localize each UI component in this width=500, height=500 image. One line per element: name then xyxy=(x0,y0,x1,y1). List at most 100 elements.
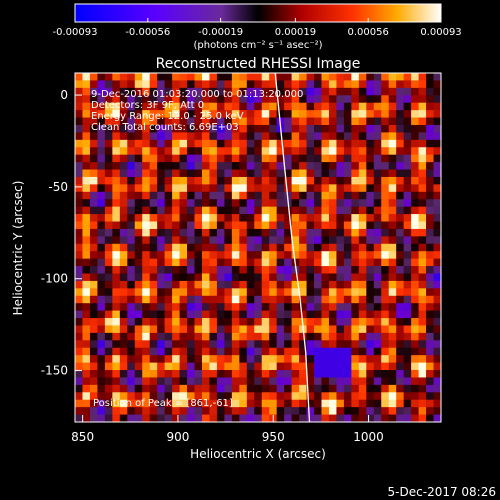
heatmap-cell xyxy=(336,169,345,178)
heatmap-cell xyxy=(179,318,188,327)
heatmap-cell xyxy=(164,162,173,171)
heatmap-cell xyxy=(231,392,240,401)
heatmap-cell xyxy=(284,221,293,230)
annotation-detectors: Detectors: 3F 9F, Att 0 xyxy=(91,100,204,111)
heatmap-cell xyxy=(411,147,420,156)
heatmap-cell xyxy=(246,310,255,319)
heatmap-cell xyxy=(104,295,113,304)
heatmap-cell xyxy=(261,318,270,327)
heatmap-cell xyxy=(306,288,315,297)
heatmap-cell xyxy=(239,310,248,319)
heatmap-cell xyxy=(112,392,121,401)
heatmap-cell xyxy=(381,176,390,185)
heatmap-cell xyxy=(366,117,375,126)
heatmap-cell xyxy=(426,414,435,422)
heatmap-cell xyxy=(284,370,293,379)
heatmap-cell xyxy=(411,355,420,364)
heatmap-cell xyxy=(201,191,211,200)
heatmap-cell xyxy=(411,117,420,126)
heatmap-cell xyxy=(246,243,255,252)
heatmap-cell xyxy=(426,206,435,215)
heatmap-cell xyxy=(291,139,300,148)
heatmap-cell xyxy=(104,362,113,371)
heatmap-cell xyxy=(157,399,166,408)
heatmap-cell xyxy=(306,139,315,148)
heatmap-cell xyxy=(433,362,441,371)
heatmap-cell xyxy=(418,295,427,304)
heatmap-cell xyxy=(306,206,315,215)
heatmap-cell xyxy=(418,80,427,89)
heatmap-cell xyxy=(291,377,300,386)
heatmap-cell xyxy=(358,251,367,260)
heatmap-cell xyxy=(373,147,382,156)
heatmap-cell xyxy=(187,147,196,156)
heatmap-cell xyxy=(261,414,270,422)
heatmap-cell xyxy=(328,266,338,275)
heatmap-cell xyxy=(179,117,188,126)
heatmap-cell xyxy=(269,236,278,245)
heatmap-cell xyxy=(104,370,113,379)
heatmap-cell xyxy=(343,199,352,208)
heatmap-cell xyxy=(172,273,181,282)
heatmap-cell xyxy=(194,154,203,163)
heatmap-cell xyxy=(209,102,218,111)
heatmap-cell xyxy=(433,102,441,111)
heatmap-cell xyxy=(269,102,278,111)
heatmap-cell xyxy=(306,266,315,275)
heatmap-cell xyxy=(284,95,293,104)
heatmap-cell xyxy=(201,399,211,408)
heatmap-cell xyxy=(351,87,360,96)
heatmap-cell xyxy=(172,243,181,252)
heatmap-cell xyxy=(201,295,211,304)
heatmap-cell xyxy=(388,384,397,393)
heatmap-cell xyxy=(104,347,113,356)
heatmap-cell xyxy=(142,102,151,111)
heatmap-cell xyxy=(388,340,397,349)
heatmap-cell xyxy=(343,288,352,297)
heatmap-cell xyxy=(418,102,427,111)
heatmap-cell xyxy=(261,199,270,208)
heatmap-cell xyxy=(284,280,293,289)
y-axis-ticks: 0-50-100-150 xyxy=(41,88,82,378)
heatmap-cell xyxy=(179,162,188,171)
heatmap-cell xyxy=(396,266,405,275)
heatmap-cell xyxy=(306,310,315,319)
heatmap-cell xyxy=(224,407,233,416)
heatmap-cell xyxy=(201,110,211,119)
heatmap-cell xyxy=(418,362,427,371)
heatmap-cell xyxy=(127,251,136,260)
heatmap-cell xyxy=(134,124,143,134)
heatmap-cell xyxy=(187,80,196,89)
heatmap-cell xyxy=(216,199,225,208)
heatmap-cell xyxy=(261,251,270,260)
heatmap-cell xyxy=(239,407,248,416)
heatmap-cell xyxy=(269,370,278,379)
heatmap-cell xyxy=(343,154,352,163)
heatmap-cell xyxy=(343,384,352,393)
heatmap-cell xyxy=(104,332,113,341)
heatmap-cell xyxy=(373,355,382,364)
heatmap-cell xyxy=(373,318,382,327)
heatmap-cell xyxy=(231,73,240,82)
heatmap-cell xyxy=(89,214,99,223)
heatmap-cell xyxy=(75,310,84,319)
heatmap-cell xyxy=(97,132,106,141)
heatmap-cell xyxy=(142,266,151,275)
heatmap-cell xyxy=(358,117,367,126)
heatmap-cell xyxy=(351,124,360,134)
heatmap-cell xyxy=(179,258,188,267)
heatmap-cell xyxy=(299,310,308,319)
heatmap-cell xyxy=(261,110,270,119)
heatmap-cell xyxy=(396,340,405,349)
heatmap-cell xyxy=(246,384,255,393)
heatmap-cell xyxy=(373,206,382,215)
heatmap-cell xyxy=(276,214,285,223)
heatmap-cell xyxy=(112,288,121,297)
heatmap-cell xyxy=(343,325,352,334)
heatmap-cell xyxy=(82,117,91,126)
heatmap-cell xyxy=(172,384,181,393)
heatmap-cell xyxy=(284,228,293,237)
heatmap-cell xyxy=(276,318,285,327)
heatmap-cell xyxy=(388,310,397,319)
